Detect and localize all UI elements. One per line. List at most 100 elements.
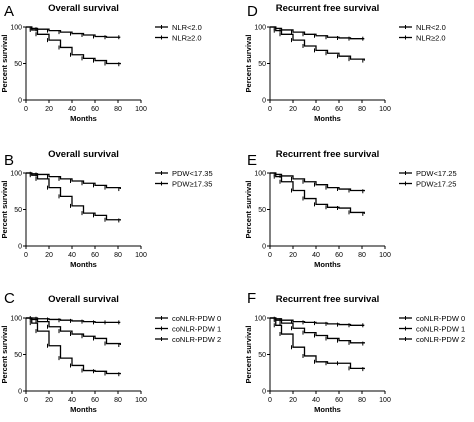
y-axis-label: Percent survival — [244, 326, 253, 384]
legend-label: coNLR-PDW 2 — [172, 335, 221, 344]
legend-label: coNLR-PDW 0 — [416, 314, 465, 323]
x-axis-label: Months — [314, 405, 341, 414]
panel-a: A Overall survival 0 20 40 60 80 100 0 50 100 Month… — [0, 3, 202, 123]
panel-letter: C — [4, 290, 15, 307]
survival-curve — [26, 26, 121, 65]
y-tick-label: 50 — [14, 207, 22, 214]
survival-curve — [26, 317, 121, 324]
x-tick-label: 100 — [135, 106, 147, 113]
y-axis-label: Percent survival — [0, 181, 9, 239]
y-tick-label: 100 — [10, 316, 22, 323]
series-3: coNLR-PDW 2 — [26, 317, 221, 377]
y-tick-label: 0 — [18, 244, 22, 251]
survival-curve — [26, 26, 121, 38]
legend-label: coNLR-PDW 0 — [172, 314, 221, 323]
x-tick-label: 40 — [312, 397, 320, 404]
x-tick-label: 80 — [358, 397, 366, 404]
y-tick-label: 0 — [262, 389, 266, 396]
legend-label: NLR<2.0 — [416, 23, 446, 32]
panel-f: F Recurrent free survival 0 20 40 60 80 100 0 50 1… — [244, 290, 465, 414]
x-tick-label: 0 — [24, 252, 28, 259]
legend-label: coNLR-PDW 1 — [416, 324, 465, 333]
x-tick-label: 20 — [45, 252, 53, 259]
panel-d: D Recurrent free survival 0 20 40 60 80 100 0 50 1… — [244, 3, 446, 123]
survival-curve — [270, 26, 365, 40]
x-axis-label: Months — [314, 260, 341, 269]
x-tick-label: 100 — [135, 397, 147, 404]
x-tick-label: 0 — [268, 106, 272, 113]
legend-label: PDW<17.25 — [416, 169, 457, 178]
survival-curve — [270, 26, 365, 61]
x-tick-label: 40 — [68, 252, 76, 259]
x-axis-label: Months — [70, 260, 97, 269]
y-tick-label: 50 — [258, 352, 266, 359]
survival-curve — [270, 317, 365, 326]
legend-label: NLR≥2.0 — [172, 33, 202, 42]
survival-curve — [270, 172, 365, 214]
series-2: PDW≥17.35 — [26, 172, 212, 223]
panel-letter: A — [4, 3, 14, 20]
survival-curve — [270, 172, 365, 192]
y-tick-label: 100 — [254, 171, 266, 178]
x-tick-label: 20 — [289, 106, 297, 113]
survival-curve — [26, 317, 121, 346]
series-2: NLR≥2.0 — [270, 26, 446, 63]
x-tick-label: 40 — [312, 252, 320, 259]
y-axis-label: Percent survival — [244, 181, 253, 239]
series-3: coNLR-PDW 2 — [270, 317, 465, 372]
x-tick-label: 60 — [335, 397, 343, 404]
series-1: PDW<17.25 — [270, 169, 457, 194]
panel-c: C Overall survival 0 20 40 60 80 100 0 50 100 Month… — [0, 290, 221, 414]
y-tick-label: 0 — [262, 98, 266, 105]
y-tick-label: 100 — [254, 316, 266, 323]
x-tick-label: 80 — [114, 106, 122, 113]
series-2: NLR≥2.0 — [26, 26, 202, 67]
x-tick-label: 60 — [335, 252, 343, 259]
x-tick-label: 40 — [312, 106, 320, 113]
x-tick-label: 0 — [24, 106, 28, 113]
x-tick-label: 40 — [68, 397, 76, 404]
legend-label: PDW≥17.25 — [416, 179, 456, 188]
survival-curve — [26, 172, 121, 221]
x-tick-label: 20 — [45, 106, 53, 113]
panel-e: E Recurrent free survival 0 20 40 60 80 100 0 50 1… — [244, 149, 457, 269]
x-tick-label: 100 — [135, 252, 147, 259]
x-tick-label: 80 — [358, 106, 366, 113]
x-tick-label: 0 — [268, 252, 272, 259]
panel-letter: E — [247, 152, 257, 169]
x-tick-label: 0 — [24, 397, 28, 404]
y-tick-label: 50 — [258, 207, 266, 214]
survival-curve — [26, 172, 121, 190]
series-2: PDW≥17.25 — [270, 172, 456, 216]
series-2: coNLR-PDW 1 — [26, 317, 221, 348]
chart-title: Recurrent free survival — [276, 3, 380, 14]
x-tick-label: 20 — [289, 252, 297, 259]
panel-b: B Overall survival 0 20 40 60 80 100 0 50 100 Month… — [0, 149, 213, 269]
x-tick-label: 100 — [379, 252, 391, 259]
y-tick-label: 0 — [262, 244, 266, 251]
y-tick-label: 50 — [258, 61, 266, 68]
series-1: coNLR-PDW 0 — [270, 314, 465, 328]
x-tick-label: 60 — [91, 397, 99, 404]
legend-label: coNLR-PDW 1 — [172, 324, 221, 333]
x-axis-label: Months — [70, 405, 97, 414]
panel-letter: B — [4, 152, 14, 169]
legend-label: NLR<2.0 — [172, 23, 202, 32]
x-tick-label: 100 — [379, 106, 391, 113]
x-tick-label: 80 — [114, 252, 122, 259]
y-axis-label: Percent survival — [0, 326, 9, 384]
chart-title: Recurrent free survival — [276, 149, 380, 160]
y-tick-label: 0 — [18, 389, 22, 396]
series-1: NLR<2.0 — [270, 23, 446, 41]
y-tick-label: 100 — [10, 25, 22, 32]
x-tick-label: 80 — [114, 397, 122, 404]
survival-curve — [26, 317, 121, 375]
x-tick-label: 60 — [91, 106, 99, 113]
panel-letter: F — [247, 290, 256, 307]
y-tick-label: 100 — [10, 171, 22, 178]
x-tick-label: 40 — [68, 106, 76, 113]
legend-label: PDW≥17.35 — [172, 179, 212, 188]
y-tick-label: 50 — [14, 61, 22, 68]
x-tick-label: 20 — [289, 397, 297, 404]
